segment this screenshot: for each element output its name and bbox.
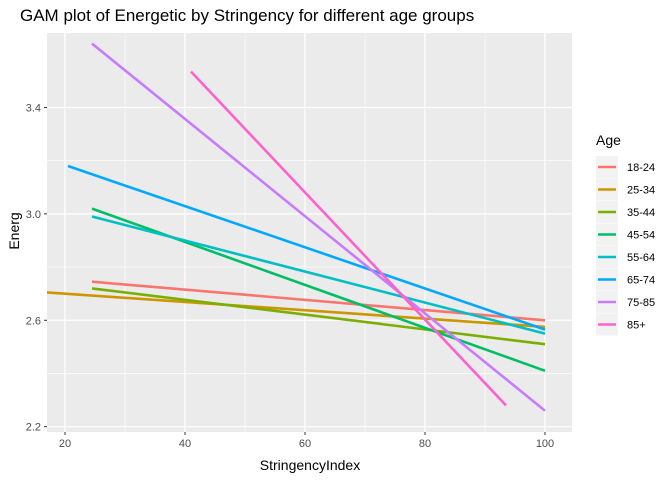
chart-title: GAM plot of Energetic by Stringency for …	[20, 6, 474, 25]
x-tick-label: 20	[59, 438, 71, 450]
series-line-85+	[190, 70, 507, 407]
legend-label-75-85: 75-85	[627, 297, 655, 309]
plot-panel: 20 40 60 80 100 2.2 2.6 3.0 3.4	[26, 33, 572, 450]
y-axis-title: Energ	[6, 212, 22, 249]
series-line-35-44	[91, 287, 546, 346]
series-line-25-34	[46, 291, 546, 329]
y-tick-label: 2.2	[26, 422, 41, 434]
y-tick-label: 3.4	[26, 102, 41, 114]
series-line-55-64	[91, 215, 546, 335]
legend-title: Age	[596, 132, 621, 148]
x-tick-label: 40	[179, 438, 191, 450]
y-tick-label: 2.6	[26, 315, 41, 327]
x-axis-title: StringencyIndex	[260, 457, 360, 473]
legend-label-55-64: 55-64	[627, 252, 655, 264]
x-tick-label: 100	[536, 438, 554, 450]
legend-label-18-24: 18-24	[627, 162, 655, 174]
x-tick-label: 60	[299, 438, 311, 450]
y-tick-label: 3.0	[26, 209, 41, 221]
legend-label-65-74: 65-74	[627, 275, 655, 287]
legend: Age 18-24 25-34 35-44 45-54 55-64 65-74 75-85 8…	[596, 132, 655, 336]
series-line-75-85	[91, 42, 546, 412]
x-tick-label: 80	[419, 438, 431, 450]
legend-label-35-44: 35-44	[627, 207, 655, 219]
legend-label-45-54: 45-54	[627, 230, 655, 242]
series-line-65-74	[67, 164, 546, 331]
legend-label-85+: 85+	[627, 320, 646, 332]
panel-background	[47, 33, 572, 432]
legend-label-25-34: 25-34	[627, 185, 655, 197]
